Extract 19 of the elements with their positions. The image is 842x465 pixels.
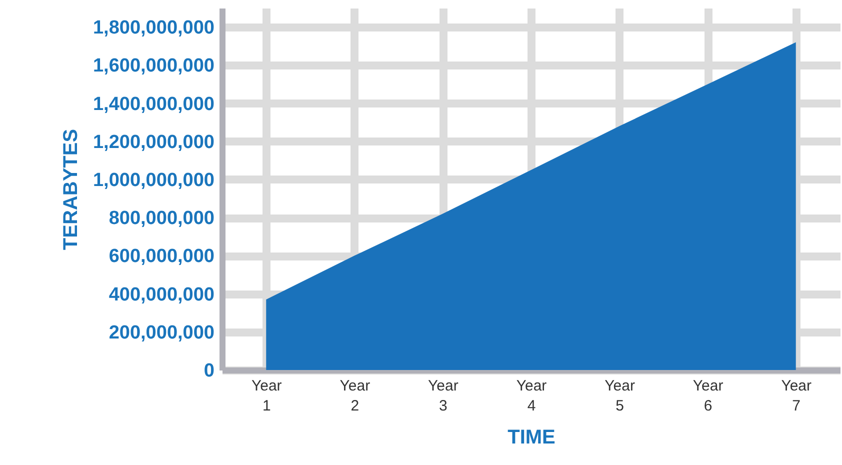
- y-tick-label: 1,000,000,000: [92, 170, 214, 191]
- x-tick-label: Year 5: [604, 378, 635, 414]
- y-tick-label: 1,600,000,000: [92, 56, 214, 77]
- y-tick-label: 1,800,000,000: [92, 18, 214, 39]
- x-tick-label: Year 2: [340, 378, 370, 414]
- y-tick-label: 600,000,000: [108, 246, 214, 268]
- x-tick-label: Year 3: [428, 378, 458, 414]
- y-tick-label: 200,000,000: [108, 322, 214, 344]
- y-tick-label: 800,000,000: [108, 208, 214, 230]
- x-axis-title: TIME: [508, 426, 556, 448]
- x-tick-label: Year 7: [781, 378, 812, 414]
- x-tick-label: Year 1: [251, 378, 282, 414]
- x-tick-label: Year 6: [692, 378, 724, 414]
- y-tick-label: 400,000,000: [108, 284, 214, 306]
- y-tick-label: 0: [204, 360, 214, 382]
- y-tick-label: 1,200,000,000: [92, 132, 214, 153]
- y-axis-title: TERABYTES: [60, 128, 82, 250]
- x-tick-label: Year 4: [516, 378, 547, 414]
- y-tick-label: 1,400,000,000: [92, 94, 214, 115]
